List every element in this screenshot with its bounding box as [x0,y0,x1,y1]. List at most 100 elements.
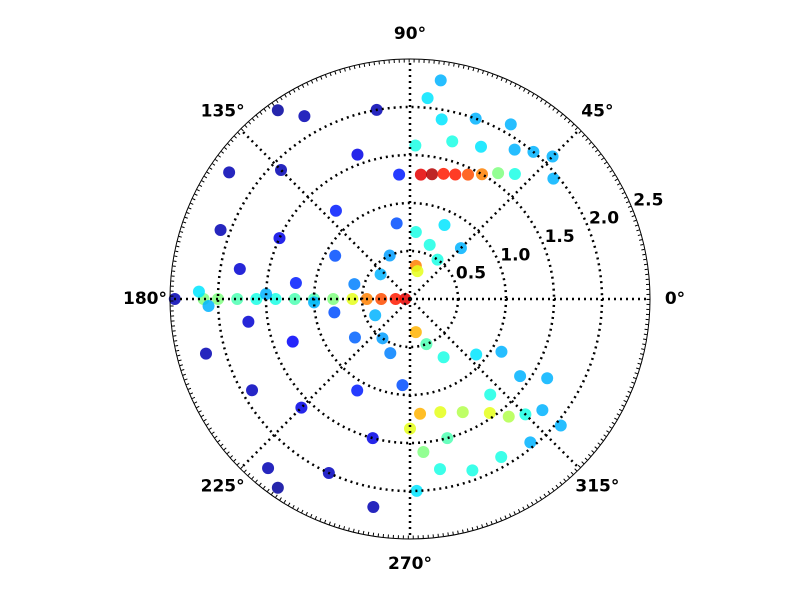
point [474,140,487,153]
r-tick-label: 2.5 [633,190,663,210]
point [495,450,508,463]
point [346,293,359,305]
theta-tick-label: 315° [575,476,619,496]
point [483,407,496,420]
point [328,306,341,319]
point [384,347,397,360]
point [202,300,215,313]
theta-tick-label: 90° [394,24,426,44]
point [462,168,475,181]
theta-grid-line [239,298,411,470]
point [271,481,284,494]
point [223,166,236,179]
r-tick-label: 2.0 [589,209,619,229]
point [348,278,361,291]
point [437,351,450,364]
point [492,167,505,180]
point [396,379,409,392]
point [351,384,364,397]
point [484,388,497,401]
point [376,332,389,345]
point [246,384,259,397]
point [351,148,364,161]
point [536,404,549,417]
theta-grid-line [409,298,581,470]
r-tick-label: 1.5 [545,227,575,247]
point [514,370,527,383]
point [441,432,454,445]
point [420,338,433,351]
theta-tick-label: 0° [665,289,685,309]
theta-grid-line [239,128,411,300]
point [375,293,388,305]
theta-tick-label: 45° [581,102,613,122]
point [250,293,263,305]
point [404,422,416,435]
point [434,463,447,476]
point [327,293,340,305]
point [393,168,406,181]
point [286,335,299,348]
point [192,285,205,298]
point [242,315,255,328]
point [508,143,521,156]
point [546,150,559,163]
point [446,135,459,148]
point [329,249,342,262]
point [449,168,462,181]
point [504,118,517,131]
point [434,74,447,87]
point [409,326,422,339]
point [470,348,483,361]
point [414,407,427,420]
point [298,110,311,123]
point [233,262,246,275]
frame-ticks [170,59,650,539]
point [409,226,422,239]
point [426,168,439,181]
point [273,232,286,245]
point [411,265,424,278]
point [423,238,436,251]
theta-tick-label: 270° [388,554,432,574]
point [524,436,537,449]
point [421,92,434,105]
point [495,345,508,358]
point [431,253,444,266]
point [348,331,361,344]
point [469,112,482,125]
point [262,462,275,475]
point [435,113,448,126]
point [271,104,284,117]
point [399,293,412,305]
point [438,219,451,232]
point [389,293,402,305]
point [295,401,308,414]
point [275,164,288,177]
point [390,217,403,230]
r-tick-label: 1.0 [500,245,530,265]
r-tick-label: 0.5 [456,264,486,284]
point [374,268,387,281]
point [367,500,380,513]
point [434,406,447,419]
point [366,432,379,445]
theta-tick-label: 225° [201,476,245,496]
point [214,224,227,237]
point [502,410,515,423]
point [269,293,282,305]
theta-tick-label: 180° [123,289,167,309]
point [289,276,302,289]
point [231,293,244,305]
point [466,464,479,477]
point [409,139,422,152]
point [414,168,427,181]
point [456,406,469,419]
points [168,74,567,513]
point [541,372,554,385]
point [199,347,212,360]
point [547,172,560,185]
point [369,309,382,322]
point [417,446,430,459]
